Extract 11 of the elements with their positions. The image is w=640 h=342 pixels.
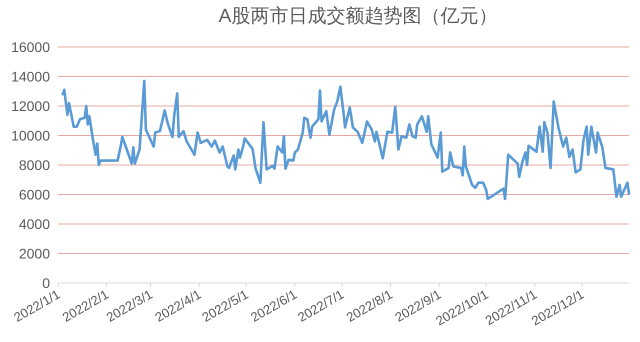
y-tick-label: 14000 [11,68,50,84]
chart-title: A股两市日成交额趋势图（亿元） [218,5,498,27]
y-tick-label: 10000 [11,128,50,144]
y-tick-label: 16000 [11,39,50,55]
y-tick-label: 0 [42,275,50,291]
y-tick-label: 8000 [18,157,50,173]
y-tick-label: 2000 [18,246,50,262]
y-tick-label: 6000 [18,186,50,202]
y-tick-label: 4000 [18,216,50,232]
line-series [61,80,630,200]
y-tick-label: 12000 [11,98,50,114]
